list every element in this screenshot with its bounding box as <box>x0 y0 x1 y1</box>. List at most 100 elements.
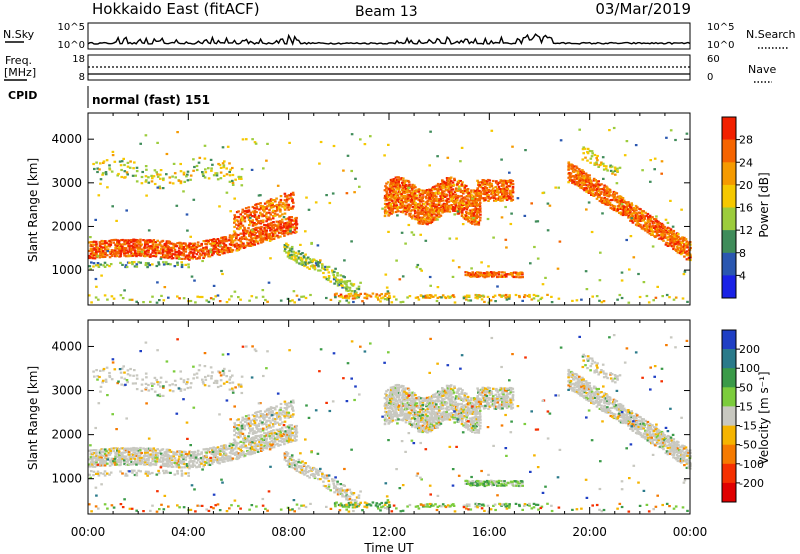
power-cell <box>281 213 284 216</box>
velocity-cell <box>234 447 237 450</box>
power-cell <box>573 168 577 171</box>
power-cell <box>463 206 466 210</box>
power-cell <box>191 242 195 245</box>
velocity-cell <box>152 463 156 466</box>
power-cell <box>594 184 598 187</box>
power-cell <box>121 247 124 250</box>
power-cell <box>500 179 504 183</box>
velocity-cell <box>88 465 91 468</box>
power-cell <box>442 182 446 185</box>
velocity-cell <box>154 462 158 465</box>
power-cell <box>284 231 287 234</box>
power-cell <box>299 243 302 246</box>
velocity-cell <box>165 469 168 472</box>
power-cell <box>677 235 680 238</box>
power-cell <box>289 220 292 223</box>
velocity-cell <box>207 448 210 451</box>
power-cell <box>655 234 659 237</box>
power-cell <box>235 242 238 245</box>
power-cell <box>446 179 450 182</box>
power-cell <box>572 180 576 184</box>
velocity-cell <box>286 437 290 440</box>
velocity-cell <box>285 453 289 456</box>
power-cell <box>665 293 669 297</box>
power-cell <box>496 285 499 288</box>
velocity-cell <box>304 472 307 475</box>
power-cell <box>420 217 423 220</box>
power-cell <box>265 237 268 240</box>
power-cell <box>679 251 683 254</box>
velocity-cell <box>151 471 154 475</box>
power-cell <box>289 232 293 235</box>
power-cell <box>576 184 580 187</box>
power-cell <box>224 244 228 247</box>
velocity-cell <box>321 475 324 478</box>
power-cell <box>253 212 256 215</box>
power-cell <box>283 226 286 229</box>
power-cell <box>651 233 654 236</box>
velocity-cell <box>279 412 282 415</box>
power-cell <box>222 166 226 169</box>
power-cell <box>582 172 585 175</box>
power-cell <box>180 257 184 260</box>
power-cell <box>126 252 130 255</box>
power-cell <box>450 194 454 197</box>
power-cell <box>609 206 613 210</box>
velocity-cell <box>180 460 184 463</box>
power-cell <box>294 224 298 227</box>
power-cell <box>155 301 159 304</box>
power-cell <box>138 248 142 251</box>
velocity-cell <box>219 457 222 460</box>
velocity-cell <box>259 412 263 416</box>
velocity-cell <box>219 449 222 452</box>
power-cell <box>121 238 125 242</box>
velocity-cell <box>288 456 292 459</box>
power-cell <box>144 263 148 267</box>
velocity-cell <box>179 377 183 380</box>
power-cell <box>269 257 272 260</box>
power-cell <box>180 261 183 264</box>
power-cell <box>605 165 608 168</box>
velocity-cell <box>106 456 110 459</box>
velocity-cell <box>207 458 211 461</box>
velocity-cell <box>352 492 356 495</box>
velocity-cell <box>156 383 160 386</box>
power-cell <box>558 240 562 243</box>
power-cell <box>97 194 101 197</box>
power-cell <box>275 207 279 210</box>
power-cell <box>409 196 413 199</box>
power-cell <box>302 295 306 298</box>
power-cell <box>263 238 266 241</box>
power-cell <box>580 178 583 181</box>
velocity-cell <box>251 451 254 454</box>
power-cell <box>436 155 439 158</box>
power-cell <box>258 235 262 238</box>
power-cell <box>450 188 453 191</box>
power-cell <box>254 235 258 238</box>
power-cell <box>582 146 585 149</box>
power-cell <box>627 208 630 211</box>
power-cell <box>255 206 259 209</box>
power-cell <box>165 256 168 259</box>
velocity-cell <box>150 388 154 391</box>
power-cell <box>497 191 501 194</box>
power-cell <box>286 198 289 201</box>
velocity-cell <box>101 379 105 382</box>
velocity-cell <box>283 456 287 459</box>
power-cell <box>385 199 389 202</box>
power-cell <box>228 239 231 242</box>
power-cell <box>411 193 414 196</box>
power-cell <box>339 293 343 296</box>
power-cell <box>235 247 239 250</box>
power-cell <box>405 191 408 194</box>
power-cell <box>150 247 154 250</box>
power-cell <box>283 247 287 251</box>
velocity-cell <box>293 435 297 438</box>
power-cell <box>482 192 486 196</box>
power-cell <box>114 252 117 255</box>
power-cell <box>402 191 405 194</box>
velocity-cell <box>268 445 272 448</box>
power-cell <box>479 210 482 213</box>
velocity-cell <box>107 451 111 454</box>
